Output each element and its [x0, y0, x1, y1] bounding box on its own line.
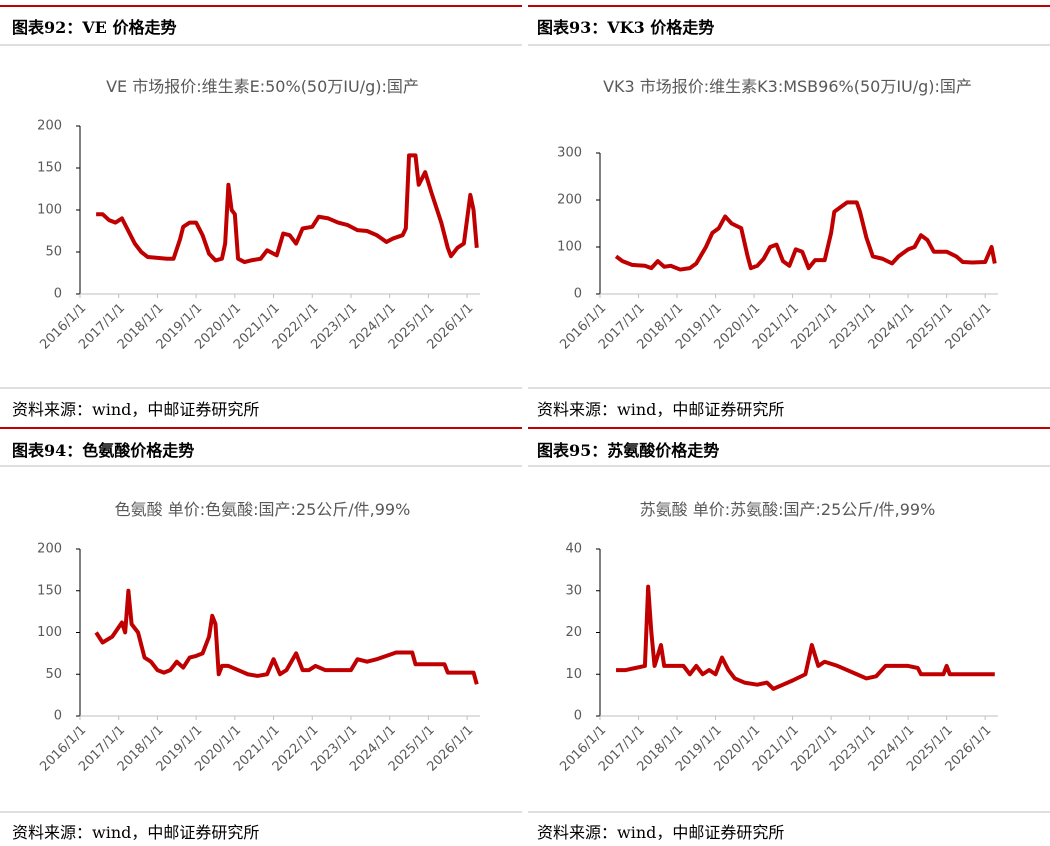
y-tick-label: 150: [37, 583, 62, 598]
title: VK3 市场报价:维生素K3:MSB96%(50万IU/g):国产: [603, 77, 972, 96]
y-tick-label: 10: [565, 667, 582, 682]
chart: 0501001502002016/1/12017/1/12018/1/12019…: [37, 542, 480, 775]
y-tick-label: 0: [574, 709, 582, 724]
y-tick-label: 0: [54, 287, 62, 302]
y-tick-label: 0: [54, 709, 62, 724]
price-line: [96, 153, 479, 265]
heading: 图表92：VE 价格走势: [12, 18, 177, 37]
y-tick-label: 40: [565, 542, 582, 557]
price-line: [614, 200, 997, 272]
title: 苏氨酸 单价:苏氨酸:国产:25公斤/件,99%: [639, 500, 936, 519]
source: 资料来源：wind，中邮证券研究所: [12, 823, 260, 842]
y-tick-label: 150: [37, 161, 62, 176]
y-tick-label: 30: [565, 583, 582, 598]
y-tick-label: 50: [45, 245, 62, 260]
price-line: [616, 584, 995, 691]
y-tick-label: 0: [574, 287, 582, 302]
source: 资料来源：wind，中邮证券研究所: [12, 400, 260, 419]
y-tick-label: 20: [565, 625, 582, 640]
y-tick-label: 200: [557, 193, 582, 208]
y-tick-label: 50: [45, 667, 62, 682]
y-tick-label: 100: [557, 240, 582, 255]
y-tick-label: 200: [37, 119, 62, 134]
heading: 图表94：色氨酸价格走势: [12, 441, 195, 460]
y-tick-label: 100: [37, 625, 62, 640]
heading: 图表95：苏氨酸价格走势: [537, 441, 720, 460]
price-line: [94, 588, 479, 685]
chart: 01002003002016/1/12017/1/12018/1/12019/1…: [557, 146, 998, 353]
heading: 图表93：VK3 价格走势: [537, 18, 715, 37]
y-tick-label: 200: [37, 542, 62, 557]
chart: 0501001502002016/1/12017/1/12018/1/12019…: [37, 119, 480, 353]
chart: 0102030402016/1/12017/1/12018/1/12019/1/…: [557, 542, 998, 775]
source: 资料来源：wind，中邮证券研究所: [537, 823, 785, 842]
y-tick-label: 100: [37, 203, 62, 218]
source: 资料来源：wind，中邮证券研究所: [537, 400, 785, 419]
title: VE 市场报价:维生素E:50%(50万IU/g):国产: [106, 77, 419, 96]
y-tick-label: 300: [557, 146, 582, 161]
title: 色氨酸 单价:色氨酸:国产:25公斤/件,99%: [114, 500, 411, 519]
